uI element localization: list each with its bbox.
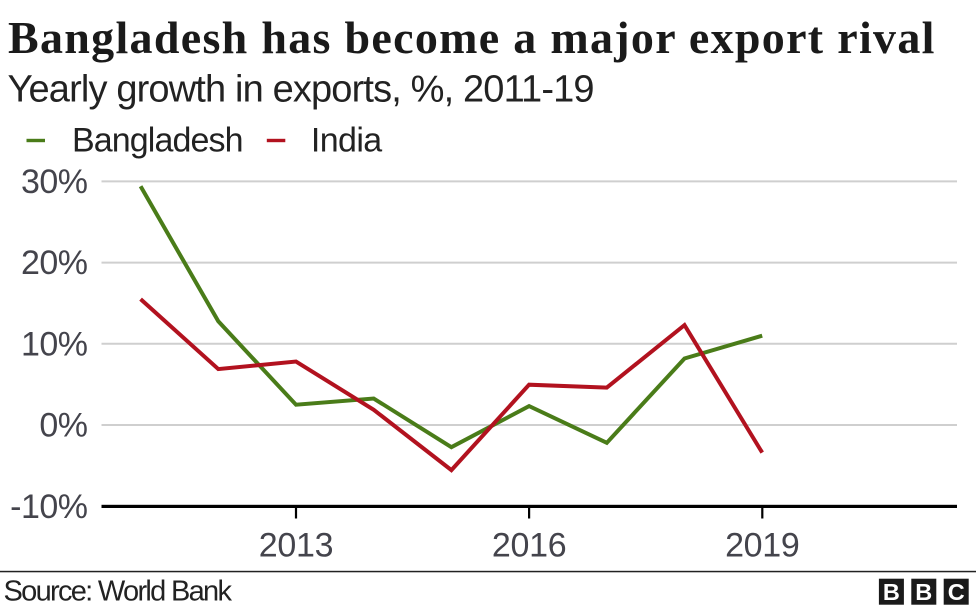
svg-text:2013: 2013 [259,526,333,564]
svg-text:Bangladesh has become a major: Bangladesh has become a major export riv… [8,12,936,63]
svg-text:Source: World Bank: Source: World Bank [4,576,233,608]
svg-text:30%: 30% [21,163,88,201]
svg-text:B: B [915,579,932,605]
svg-text:20%: 20% [21,244,88,282]
svg-text:Yearly growth in exports, %, 2: Yearly growth in exports, %, 2011-19 [8,69,594,111]
svg-text:2016: 2016 [492,526,566,564]
svg-text:2019: 2019 [725,526,799,564]
svg-text:10%: 10% [21,325,88,363]
svg-text:Bangladesh: Bangladesh [72,122,243,160]
svg-text:0%: 0% [39,407,87,445]
svg-text:C: C [948,579,965,605]
svg-text:India: India [311,122,382,160]
svg-text:-10%: -10% [10,488,88,526]
svg-text:B: B [883,579,900,605]
